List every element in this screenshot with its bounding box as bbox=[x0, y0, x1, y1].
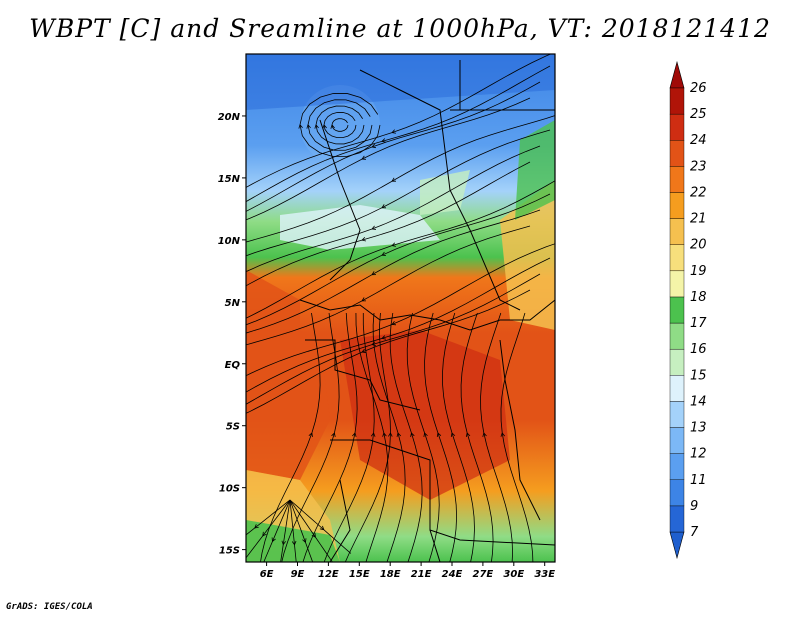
colorbar-level-label: 13 bbox=[690, 421, 707, 436]
lat-tick-label: 20N bbox=[218, 112, 241, 123]
colorbar-segment bbox=[669, 479, 685, 507]
lat-tick-label: 15S bbox=[219, 546, 240, 557]
lon-tick-label: 30E bbox=[503, 569, 524, 580]
colorbar-segment bbox=[669, 375, 685, 402]
colorbar-level-label: 18 bbox=[690, 290, 707, 305]
map-frame bbox=[245, 53, 556, 563]
colorbar-segment bbox=[669, 192, 685, 219]
lat-tick-label: 5N bbox=[225, 298, 241, 309]
lat-tick-label: 10N bbox=[218, 236, 241, 247]
colorbar-under-arrow bbox=[669, 531, 685, 560]
latitude-axis: 20N 15N 10N 5N EQ 5S 10S 15S bbox=[218, 112, 246, 557]
colorbar-over-arrow bbox=[669, 60, 685, 89]
colorbar-level-label: 14 bbox=[690, 394, 707, 409]
colorbar-legend: 7 9 11 12 13 14 15 16 17 18 19 20 21 22 23 24 25 26 bbox=[669, 60, 707, 560]
colorbar-segment bbox=[669, 453, 685, 480]
colorbar-segment bbox=[669, 505, 685, 533]
colorbar-level-label: 22 bbox=[690, 185, 707, 200]
basin-hot-region bbox=[340, 330, 510, 500]
colorbar-segment bbox=[669, 296, 685, 324]
colorbar-level-label: 15 bbox=[690, 368, 707, 383]
lon-tick-label: 18E bbox=[380, 569, 401, 580]
colorbar-level-label: 23 bbox=[690, 159, 707, 174]
lon-tick-label: 33E bbox=[534, 569, 555, 580]
colorbar-level-label: 9 bbox=[690, 499, 698, 514]
colorbar-segment bbox=[669, 322, 685, 350]
colorbar-segment bbox=[669, 140, 685, 167]
colorbar-level-label: 12 bbox=[690, 447, 707, 462]
lon-tick-label: 21E bbox=[411, 569, 432, 580]
lon-tick-label: 24E bbox=[442, 569, 463, 580]
coastal-warm-region bbox=[246, 270, 330, 480]
colorbar-level-label: 26 bbox=[690, 81, 707, 96]
colorbar-level-label: 7 bbox=[690, 525, 699, 540]
colorbar-segment bbox=[669, 427, 685, 454]
colorbar-level-label: 24 bbox=[690, 133, 707, 148]
grads-credit: GrADS: IGES/COLA bbox=[6, 602, 93, 612]
colorbar-level-label: 17 bbox=[690, 316, 707, 331]
lon-tick-label: 27E bbox=[473, 569, 494, 580]
lat-tick-label: 15N bbox=[218, 174, 241, 185]
lat-tick-label: 5S bbox=[226, 422, 240, 433]
country-borders bbox=[299, 60, 555, 562]
colorbar-segment bbox=[669, 401, 685, 428]
lat-tick-label: 10S bbox=[219, 484, 240, 495]
colorbar-segment bbox=[669, 244, 685, 272]
colorbar-segment bbox=[669, 166, 685, 193]
lon-tick-label: 12E bbox=[318, 569, 339, 580]
streamlines bbox=[246, 54, 555, 562]
lon-tick-label: 9E bbox=[291, 569, 305, 580]
lat-tick-label: EQ bbox=[225, 360, 241, 371]
colorbar-segment bbox=[669, 87, 685, 115]
colorbar-segment bbox=[669, 348, 685, 376]
longitude-axis: 6E 9E 12E 15E 18E 21E 24E 27E 30E 33E bbox=[260, 562, 555, 580]
colorbar-level-label: 11 bbox=[690, 473, 707, 488]
colorbar-level-label: 21 bbox=[690, 212, 707, 227]
map-panel bbox=[246, 54, 555, 562]
colorbar-segment bbox=[669, 113, 685, 141]
colorbar-segment bbox=[669, 270, 685, 298]
colorbar-level-label: 20 bbox=[690, 238, 707, 253]
colorbar-level-label: 19 bbox=[690, 264, 707, 279]
lon-tick-label: 6E bbox=[260, 569, 274, 580]
colorbar-level-label: 16 bbox=[690, 342, 707, 357]
lon-tick-label: 15E bbox=[349, 569, 370, 580]
colorbar-level-label: 25 bbox=[690, 107, 707, 122]
chart-title: WBPT [C] and Sreamline at 1000hPa, VT: 2… bbox=[29, 14, 771, 43]
colorbar-segment bbox=[669, 218, 685, 245]
